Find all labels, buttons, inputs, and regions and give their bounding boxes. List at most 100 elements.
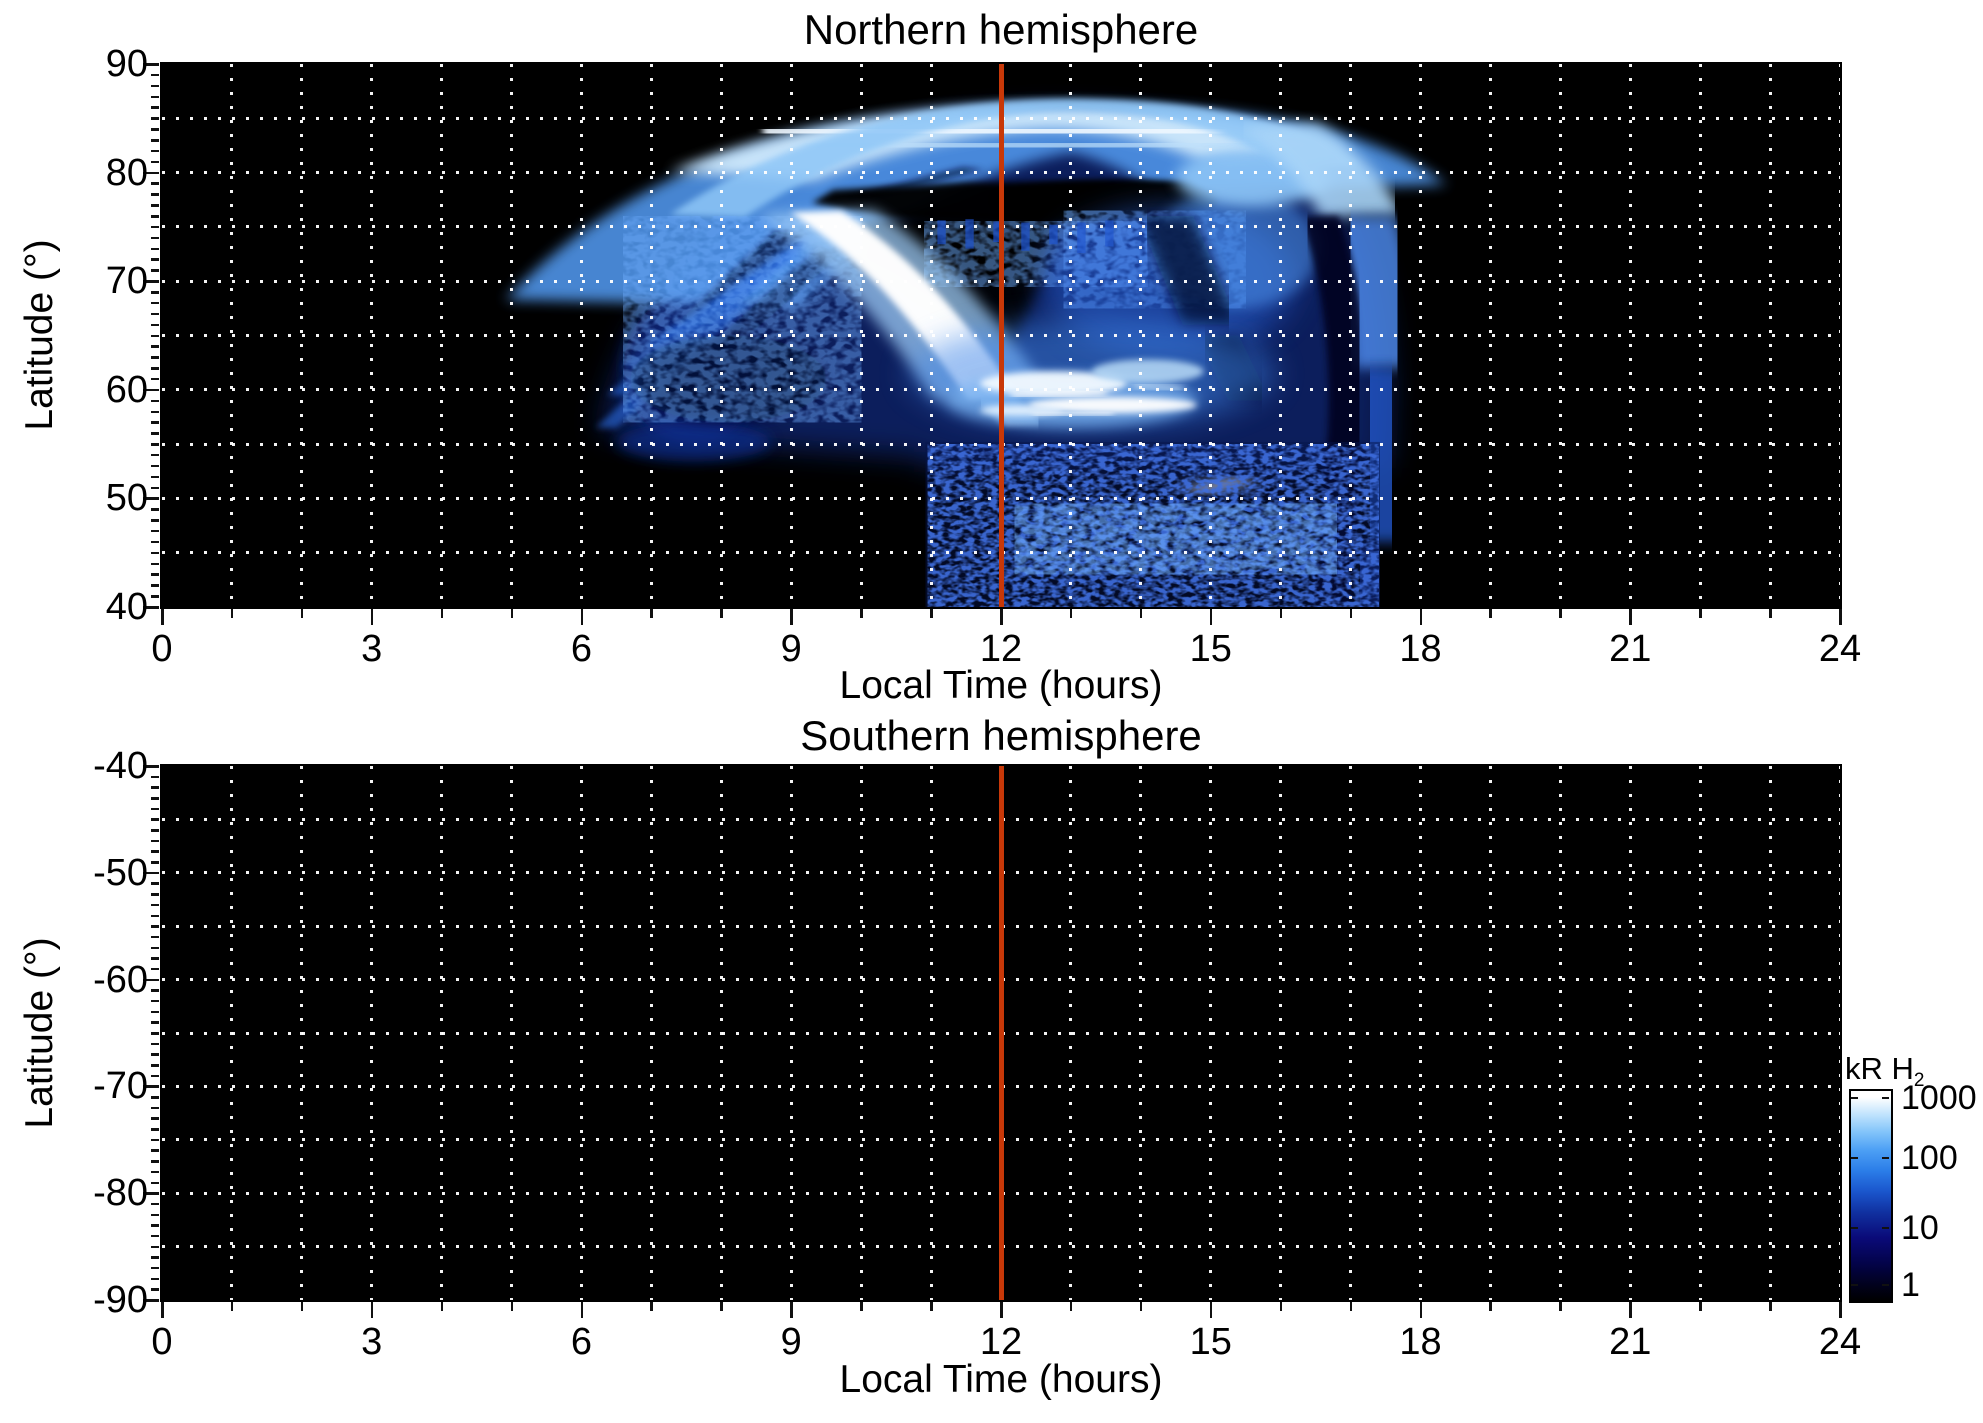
x-axis-tick [161, 609, 164, 625]
y-axis-tick [151, 160, 159, 164]
y-axis-tick [151, 903, 159, 907]
y-axis-tick [151, 399, 159, 403]
x-axis-tick [440, 1302, 444, 1311]
y-tick-label: 60 [105, 368, 148, 411]
y-axis-tick [151, 182, 159, 185]
x-tick-label: 21 [1609, 1321, 1652, 1363]
y-axis-tick [151, 861, 159, 864]
x-axis-tick [720, 1302, 723, 1311]
y-axis-tick [151, 1096, 159, 1099]
x-tick-label: 15 [1189, 1321, 1232, 1363]
y-axis-tick [151, 367, 159, 370]
y-axis-tick [151, 807, 159, 811]
x-axis-tick [1069, 1302, 1073, 1311]
y-axis-tick [151, 1138, 159, 1142]
y-axis-tick [151, 464, 159, 468]
colorbar-tick-label: 10 [1901, 1209, 1939, 1247]
y-axis-tick [151, 323, 159, 327]
y-axis-tick [151, 84, 159, 88]
y-axis-tick [151, 1170, 159, 1174]
x-axis-tick [1699, 609, 1702, 618]
x-axis-tick [230, 1302, 234, 1311]
y-tick-label: 80 [105, 151, 148, 194]
colorbar-tick-label: 100 [1901, 1139, 1958, 1177]
y-axis-tick [143, 765, 159, 768]
x-axis-tick [1349, 609, 1353, 618]
x-tick-label: 15 [1189, 628, 1232, 670]
x-tick-label: 3 [361, 1321, 383, 1363]
y-axis-tick [151, 269, 159, 272]
y-axis-tick [151, 410, 159, 414]
y-axis-tick [151, 999, 159, 1003]
x-axis-tick [860, 609, 863, 618]
colorbar-tick [1882, 1227, 1889, 1229]
y-axis-tick [151, 829, 159, 832]
y-axis-tick [151, 486, 159, 490]
x-axis-tick [1209, 1302, 1213, 1318]
y-tick-label: 90 [105, 43, 148, 85]
x-axis-tick [650, 609, 653, 618]
x-axis-tick [1069, 609, 1073, 618]
x-tick-label: 0 [151, 1321, 173, 1363]
y-axis-tick [151, 1277, 159, 1281]
y-axis-tick [151, 508, 159, 511]
x-axis-tick [1279, 1302, 1283, 1311]
y-axis-tick [151, 247, 159, 251]
x-tick-label: 24 [1818, 628, 1862, 670]
y-axis-tick [143, 388, 159, 392]
y-tick-label: 50 [105, 477, 148, 520]
y-axis-tick [151, 1202, 159, 1206]
y-axis-tick [151, 839, 159, 843]
x-axis-tick [1349, 1302, 1353, 1311]
colorbar-tick [1851, 1097, 1858, 1099]
y-axis-tick [143, 1299, 159, 1302]
x-axis-tick [930, 609, 933, 618]
noon-marker-line-south [999, 766, 1004, 1300]
north-x-axis-label: Local Time (hours) [839, 664, 1163, 707]
y-axis-tick [151, 258, 159, 261]
y-axis-tick [151, 1266, 159, 1270]
y-axis-tick [151, 291, 159, 294]
y-axis-tick [151, 797, 159, 800]
y-axis-tick [143, 1192, 159, 1195]
x-tick-label: 0 [151, 628, 173, 670]
y-axis-tick [151, 1064, 159, 1067]
y-axis-tick [151, 1042, 159, 1046]
x-tick-label: 6 [570, 1321, 593, 1363]
x-axis-tick [510, 1302, 514, 1311]
x-tick-label: 12 [979, 1321, 1023, 1363]
x-tick-label: 12 [979, 628, 1023, 670]
y-tick-label: -60 [93, 958, 148, 1001]
x-tick-label: 24 [1818, 1321, 1862, 1363]
y-axis-tick [151, 914, 159, 918]
noon-marker-line-north [999, 64, 1004, 607]
x-axis-tick [860, 1302, 863, 1311]
x-axis-tick [790, 1302, 793, 1318]
y-axis-tick [151, 356, 159, 359]
colorbar [1849, 1089, 1893, 1303]
y-axis-tick [151, 957, 159, 960]
y-axis-tick [151, 1288, 159, 1291]
x-axis-tick [1419, 1302, 1422, 1318]
y-axis-tick [151, 529, 159, 533]
y-axis-tick [151, 215, 159, 218]
y-axis-tick [143, 1085, 159, 1088]
y-axis-tick [151, 345, 159, 348]
colorbar-title: kR H2 [1845, 1051, 1925, 1092]
y-axis-tick [151, 1245, 159, 1249]
x-axis-tick [1699, 1302, 1702, 1311]
y-axis-tick [151, 1181, 159, 1185]
x-axis-tick [790, 609, 793, 625]
x-axis-tick [1139, 1302, 1143, 1311]
y-axis-tick [151, 946, 159, 950]
y-axis-tick [151, 989, 159, 992]
y-axis-tick [151, 377, 159, 381]
x-axis-tick [1629, 1302, 1632, 1318]
x-axis-tick [1629, 609, 1632, 625]
colorbar-tick [1851, 1284, 1858, 1286]
y-axis-tick [151, 106, 159, 109]
y-tick-label: -70 [93, 1065, 148, 1108]
x-axis-tick [580, 1302, 583, 1318]
x-axis-tick [300, 1302, 304, 1311]
x-axis-tick [161, 1302, 164, 1318]
